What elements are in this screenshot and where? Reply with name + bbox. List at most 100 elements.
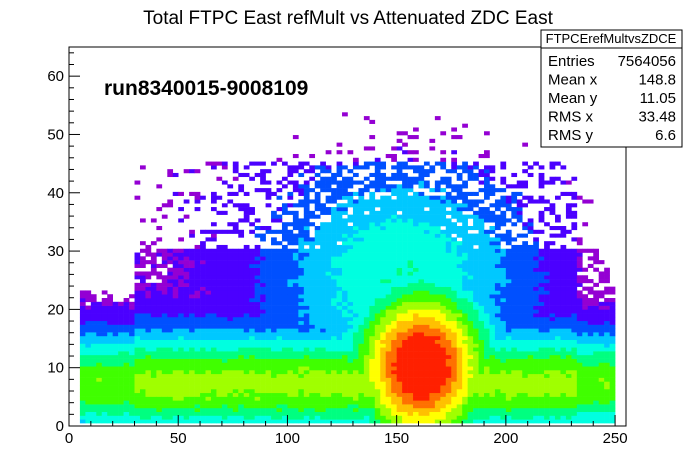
heatmap-cell — [555, 290, 561, 295]
heatmap-cell — [423, 313, 430, 318]
heatmap-cell — [254, 172, 261, 178]
heatmap-cell — [391, 188, 397, 193]
heatmap-cell — [309, 290, 316, 295]
heatmap-cell — [331, 354, 337, 359]
heatmap-cell — [249, 396, 255, 401]
heatmap-cell — [281, 248, 288, 253]
heatmap-cell — [522, 241, 529, 246]
heatmap-cell — [281, 237, 288, 242]
heatmap-cell — [374, 347, 381, 352]
heatmap-cell — [265, 392, 272, 397]
heatmap-cell — [96, 377, 103, 382]
heatmap-cell — [320, 419, 326, 424]
heatmap-cell — [342, 309, 348, 314]
heatmap-cell — [123, 298, 130, 303]
heatmap-cell — [467, 347, 474, 352]
heatmap-cell — [96, 385, 103, 390]
heatmap-cell — [254, 388, 261, 394]
heatmap-cell — [418, 415, 425, 420]
heatmap-cell — [358, 411, 365, 416]
heatmap-cell — [549, 388, 556, 394]
heatmap-cell — [342, 415, 348, 420]
heatmap-cell — [451, 226, 458, 231]
heatmap-cell — [434, 116, 441, 121]
heatmap-cell — [314, 165, 321, 170]
heatmap-cell — [445, 313, 452, 318]
heatmap-cell — [462, 335, 468, 340]
heatmap-cell — [516, 328, 523, 333]
heatmap-cell — [298, 241, 305, 246]
heatmap-cell — [429, 214, 436, 219]
heatmap-cell — [178, 396, 184, 401]
heatmap-cell — [358, 366, 365, 371]
heatmap-cell — [429, 328, 436, 333]
heatmap-cell — [380, 385, 387, 390]
heatmap-cell — [434, 400, 441, 405]
heatmap-cell — [336, 347, 343, 352]
heatmap-cell — [183, 263, 190, 268]
heatmap-cell — [123, 351, 130, 356]
heatmap-cell — [227, 404, 234, 409]
heatmap-cell — [358, 241, 365, 246]
heatmap-cell — [473, 286, 479, 291]
heatmap-cell — [227, 354, 234, 359]
heatmap-cell — [451, 370, 458, 375]
heatmap-cell — [544, 328, 550, 333]
heatmap-cell — [555, 267, 561, 272]
heatmap-cell — [216, 248, 223, 253]
heatmap-cell — [107, 343, 113, 348]
heatmap-cell — [238, 366, 245, 371]
heatmap-cell — [243, 407, 250, 413]
heatmap-cell — [85, 294, 92, 299]
heatmap-cell — [243, 165, 250, 170]
heatmap-cell — [505, 370, 512, 375]
heatmap-cell — [129, 354, 135, 359]
heatmap-cell — [265, 407, 272, 413]
heatmap-cell — [352, 419, 359, 424]
heatmap-cell — [314, 226, 321, 231]
heatmap-cell — [522, 282, 529, 287]
heatmap-cell — [265, 335, 272, 340]
heatmap-cell — [249, 411, 255, 416]
heatmap-cell — [374, 358, 381, 363]
heatmap-cell — [522, 415, 529, 420]
heatmap-cell — [287, 381, 294, 386]
heatmap-cell — [336, 267, 343, 272]
heatmap-cell — [429, 419, 436, 424]
heatmap-cell — [178, 305, 184, 310]
heatmap-cell — [516, 373, 523, 378]
heatmap-cell — [260, 279, 266, 284]
heatmap-cell — [292, 135, 299, 140]
heatmap-cell — [396, 176, 403, 181]
heatmap-cell — [183, 411, 190, 416]
heatmap-cell — [331, 188, 337, 193]
heatmap-cell — [178, 316, 184, 322]
heatmap-cell — [85, 339, 92, 344]
heatmap-cell — [440, 351, 447, 356]
heatmap-cell — [467, 248, 474, 253]
heatmap-cell — [413, 169, 419, 174]
heatmap-cell — [396, 358, 403, 363]
heatmap-cell — [396, 419, 403, 424]
heatmap-cell — [538, 411, 545, 416]
heatmap-cell — [331, 404, 337, 409]
heatmap-cell — [232, 362, 239, 367]
heatmap-cell — [494, 222, 501, 227]
heatmap-cell — [96, 316, 103, 322]
heatmap-cell — [254, 381, 261, 386]
heatmap-cell — [445, 301, 452, 306]
heatmap-cell — [79, 419, 86, 424]
heatmap-cell — [500, 237, 507, 242]
heatmap-cell — [216, 252, 223, 257]
heatmap-cell — [331, 407, 337, 413]
heatmap-cell — [347, 218, 354, 223]
heatmap-cell — [511, 298, 518, 303]
heatmap-cell — [347, 400, 354, 405]
heatmap-cell — [473, 241, 479, 246]
heatmap-cell — [129, 339, 135, 344]
heatmap-cell — [221, 252, 228, 257]
heatmap-cell — [249, 400, 255, 405]
heatmap-cell — [500, 256, 507, 261]
heatmap-cell — [516, 191, 523, 196]
heatmap-cell — [298, 351, 305, 356]
